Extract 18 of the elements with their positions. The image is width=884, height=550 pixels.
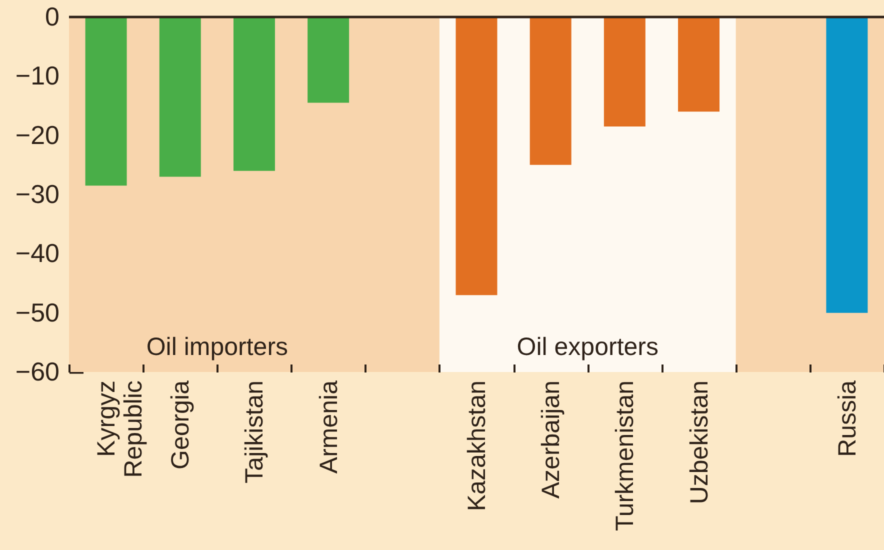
y-tick-label: −40 (15, 238, 60, 268)
y-tick-label: −20 (15, 120, 60, 150)
x-tick-label: Azerbaijan (537, 380, 566, 499)
x-tick-label: Tajikistan (240, 380, 269, 484)
x-tick-label: Kazakhstan (463, 380, 491, 512)
x-tick-label: Turkmenistan (611, 380, 640, 532)
y-tick-label: −50 (15, 297, 60, 328)
y-tick-label: −30 (15, 179, 60, 209)
band-label: Oil importers (146, 333, 288, 361)
y-tick-label: 0 (45, 2, 60, 32)
x-tick-label: Uzbekistan (685, 380, 714, 504)
x-tick-label: Kyrgyz Republic (92, 380, 148, 478)
x-tick-label: Russia (833, 380, 862, 457)
x-tick-label: Armenia (314, 380, 343, 474)
y-tick-label: −10 (15, 60, 60, 91)
band-label: Oil exporters (516, 333, 658, 361)
x-tick-label: Georgia (166, 380, 195, 470)
y-tick-label: −60 (15, 356, 60, 386)
